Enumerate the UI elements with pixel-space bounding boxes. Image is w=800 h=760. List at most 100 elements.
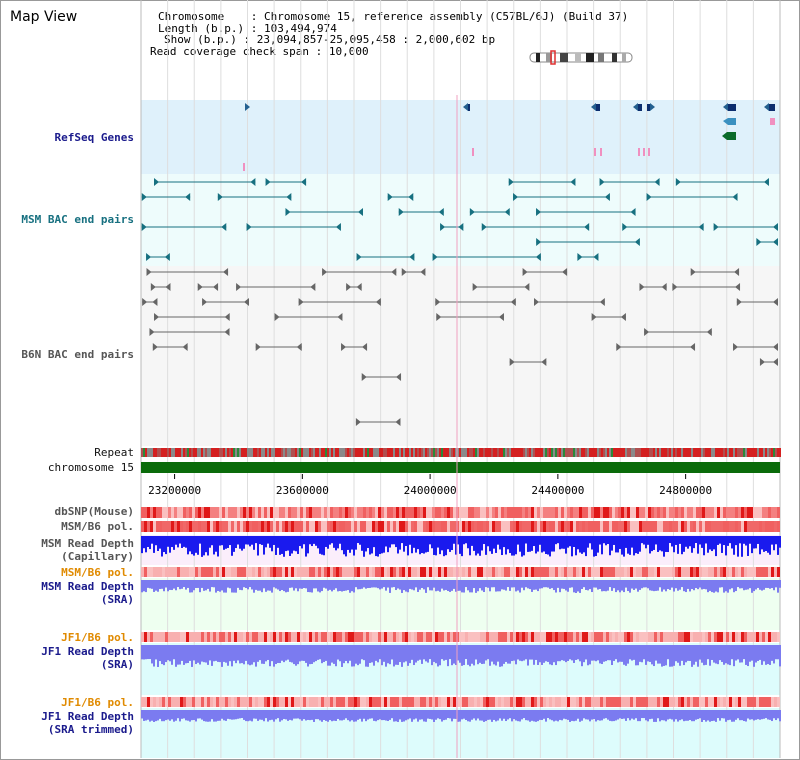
depth-bar	[665, 580, 667, 592]
depth-bar	[531, 710, 533, 721]
pol-cell	[258, 507, 261, 518]
pair-end	[736, 298, 742, 306]
depth-bar	[169, 580, 171, 590]
repeat-cell	[345, 448, 347, 457]
depth-bar	[411, 580, 413, 590]
depth-bar	[283, 645, 285, 663]
pol-cell	[297, 632, 300, 642]
pair-end	[202, 298, 208, 306]
pol-cell	[285, 507, 288, 518]
pair-end	[773, 343, 778, 351]
depth-bar	[517, 580, 519, 591]
pol-cell	[363, 521, 366, 532]
depth-bar	[659, 645, 661, 664]
b6n-bac-pair	[146, 268, 229, 276]
depth-bar	[191, 536, 193, 555]
pol-cell	[573, 697, 576, 707]
depth-bar	[611, 580, 613, 591]
chromosome-bar[interactable]	[141, 462, 780, 473]
depth-bar	[675, 710, 677, 720]
repeat-cell	[575, 448, 577, 457]
pol-cell	[198, 697, 201, 707]
pol-cell	[744, 632, 747, 642]
refseq-genes-track[interactable]	[243, 103, 775, 171]
pol-cell	[510, 567, 513, 577]
depth-bar	[353, 645, 355, 667]
depth-bar	[179, 580, 181, 590]
pol-cell	[396, 567, 399, 577]
b6n-bac-track[interactable]	[142, 268, 778, 426]
pol-cell	[555, 521, 558, 532]
pol-cell	[348, 697, 351, 707]
pol-cell	[633, 567, 636, 577]
depth-bar	[427, 645, 429, 663]
repeat-cell	[235, 448, 237, 457]
pol-cell	[333, 567, 336, 577]
pol-cell	[195, 521, 198, 532]
depth-bar	[171, 580, 173, 591]
depth-bar	[589, 536, 591, 544]
pol-cell	[294, 632, 297, 642]
depth-bar	[607, 580, 609, 591]
depth-bar	[513, 580, 515, 588]
depth-bar	[669, 536, 671, 544]
repeat-cell	[771, 448, 773, 457]
depth-bar	[319, 536, 321, 554]
repeat-cell	[655, 448, 657, 457]
depth-bar	[363, 580, 365, 588]
pol-cell	[606, 697, 609, 707]
chromosome-ideogram[interactable]	[529, 50, 633, 65]
depth-bar	[305, 536, 307, 557]
pol-cell	[459, 567, 462, 577]
pol-cell	[183, 521, 186, 532]
pol-cell	[627, 632, 630, 642]
depth-bar	[431, 580, 433, 591]
depth-bar	[505, 580, 507, 591]
pol-cell	[546, 507, 549, 518]
b6n-bac-pair	[142, 298, 158, 306]
repeat-cell	[395, 448, 397, 457]
repeat-cell	[685, 448, 687, 457]
depth-bar	[437, 580, 439, 591]
depth-bar	[557, 645, 559, 662]
depth-bar	[345, 710, 347, 719]
depth-bar	[603, 536, 605, 544]
depth-bar	[753, 536, 755, 549]
pol-cell	[558, 632, 561, 642]
depth-bar	[411, 536, 413, 554]
depth-bar	[661, 645, 663, 667]
repeat-cell	[243, 448, 245, 457]
pol-cell	[534, 521, 537, 532]
pol-cell	[327, 632, 330, 642]
depth-bar	[317, 536, 319, 549]
repeat-cell	[279, 448, 281, 457]
depth-bar	[363, 645, 365, 661]
pol-cell	[576, 632, 579, 642]
gene-arrow	[633, 103, 638, 111]
depth-bar	[231, 645, 233, 667]
pol-cell	[696, 632, 699, 642]
pol-cell	[540, 567, 543, 577]
depth-bar	[177, 536, 179, 548]
pol-cell	[246, 521, 249, 532]
pol-cell	[756, 632, 759, 642]
depth-bar	[747, 580, 749, 590]
pol-cell	[363, 567, 366, 577]
pair-end	[154, 313, 160, 321]
depth-bar	[533, 710, 535, 722]
pol-cell	[201, 632, 204, 642]
pol-cell	[156, 632, 159, 642]
depth-bar	[577, 580, 579, 592]
repeat-cell	[249, 448, 251, 457]
repeat-cell	[769, 448, 771, 457]
pair-end	[286, 193, 292, 201]
pol-cell	[699, 697, 702, 707]
pol-cell	[753, 507, 756, 518]
pol-cell	[645, 697, 648, 707]
msm-bac-track[interactable]	[141, 178, 778, 261]
depth-bar	[329, 645, 331, 666]
pol-cell	[726, 697, 729, 707]
repeat-cell	[419, 448, 421, 457]
pol-cell	[447, 521, 450, 532]
